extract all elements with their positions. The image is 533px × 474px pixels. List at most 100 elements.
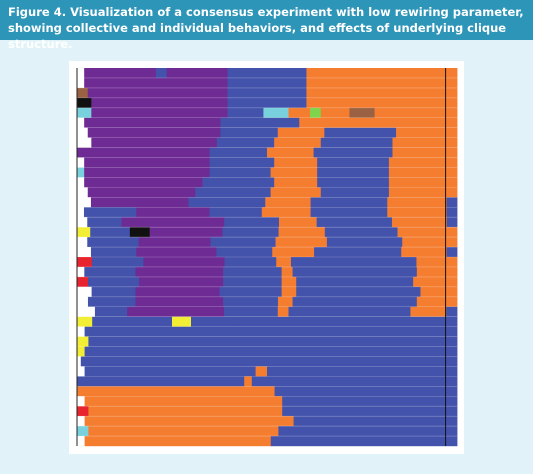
segment-white xyxy=(77,396,85,407)
segment-blue xyxy=(310,197,388,208)
segment-orange xyxy=(267,147,314,158)
segment-purple xyxy=(84,167,211,178)
segment-purple xyxy=(136,247,217,258)
segment-purple xyxy=(87,87,228,99)
segment-blue xyxy=(209,157,275,168)
segment-orange xyxy=(413,276,458,288)
segment-white xyxy=(77,306,96,317)
segment-blue xyxy=(83,207,137,218)
segment-orange xyxy=(416,296,458,307)
segment-white xyxy=(77,177,85,188)
segment-white xyxy=(77,197,92,208)
segment-blue xyxy=(87,237,140,248)
segment-blue xyxy=(251,376,458,387)
segment-yellow xyxy=(77,227,91,238)
segment-orange xyxy=(261,207,311,218)
segment-white xyxy=(77,117,85,128)
segment-blue xyxy=(195,187,271,198)
segment-blue xyxy=(77,376,245,387)
segment-purple xyxy=(87,127,221,138)
segment-blue xyxy=(202,177,275,188)
segment-white xyxy=(77,416,85,427)
segment-orange xyxy=(299,117,458,128)
segment-blue xyxy=(227,68,307,79)
segment-blue xyxy=(90,227,131,238)
segment-yellow xyxy=(77,316,93,327)
segment-blue xyxy=(317,167,390,178)
segment-orange xyxy=(320,107,350,118)
segment-white xyxy=(77,286,93,297)
segment-blue xyxy=(267,366,458,377)
segment-blue xyxy=(223,266,283,278)
segment-orange xyxy=(77,386,275,397)
segment-blue xyxy=(236,316,458,327)
segment-blue xyxy=(446,197,458,208)
segment-purple xyxy=(135,286,220,297)
segment-cyan xyxy=(263,107,289,118)
segment-red xyxy=(77,276,89,288)
segment-orange xyxy=(88,406,283,417)
segment-black xyxy=(77,97,92,108)
segment-blue xyxy=(446,306,458,317)
segment-orange xyxy=(392,147,458,158)
segment-blue xyxy=(324,127,397,138)
segment-purple xyxy=(127,306,225,317)
segment-blue xyxy=(224,257,277,268)
segment-orange xyxy=(388,157,458,168)
segment-blue xyxy=(88,336,458,347)
segment-purple xyxy=(84,117,221,128)
segment-orange xyxy=(392,137,458,148)
segment-orange xyxy=(270,187,322,198)
segment-white xyxy=(77,207,85,218)
segment-white xyxy=(77,326,85,337)
segment-purple xyxy=(84,77,228,89)
segment-green xyxy=(310,107,322,118)
segment-orange xyxy=(272,247,315,258)
segment-red xyxy=(77,257,93,268)
segment-purple xyxy=(136,207,210,218)
segment-orange xyxy=(274,137,322,148)
segment-orange xyxy=(276,257,292,268)
segment-blue xyxy=(80,356,458,367)
segment-blue xyxy=(188,197,266,208)
segment-orange xyxy=(274,177,318,188)
segment-white xyxy=(77,237,88,248)
segment-orange xyxy=(281,286,297,297)
segment-purple xyxy=(77,147,211,158)
segment-orange xyxy=(420,286,458,297)
segment-purple xyxy=(139,276,224,288)
segment-blue xyxy=(313,147,393,158)
segment-orange xyxy=(388,177,458,188)
segment-orange xyxy=(277,296,293,307)
segment-brown xyxy=(77,87,89,99)
figure-caption-bar: Figure 4. Visualization of a consensus e… xyxy=(0,0,533,51)
segment-orange xyxy=(281,266,293,278)
segment-blue xyxy=(292,266,418,278)
segment-blue xyxy=(227,97,307,108)
segment-purple xyxy=(84,157,211,168)
segment-orange xyxy=(275,237,328,248)
segment-white xyxy=(77,68,85,79)
segment-blue xyxy=(282,406,458,417)
segment-blue xyxy=(324,227,398,238)
segment-blue xyxy=(87,217,122,228)
segment-purple xyxy=(138,237,211,248)
segment-blue xyxy=(209,207,263,218)
segment-white xyxy=(77,247,92,258)
segment-purple xyxy=(166,68,228,79)
segment-blue xyxy=(320,137,393,148)
segment-yellow xyxy=(172,316,192,327)
segment-purple xyxy=(143,257,225,268)
segment-orange xyxy=(306,77,458,89)
segment-blue xyxy=(219,286,283,297)
segment-blue xyxy=(191,316,237,327)
segment-blue xyxy=(317,157,390,168)
segment-blue xyxy=(90,247,137,258)
segment-blue xyxy=(292,296,418,307)
segment-yellow xyxy=(77,346,85,357)
segment-blue xyxy=(220,127,279,138)
segment-blue xyxy=(227,107,264,118)
segment-orange xyxy=(277,127,325,138)
segment-white xyxy=(77,436,85,447)
segment-purple xyxy=(135,296,224,307)
